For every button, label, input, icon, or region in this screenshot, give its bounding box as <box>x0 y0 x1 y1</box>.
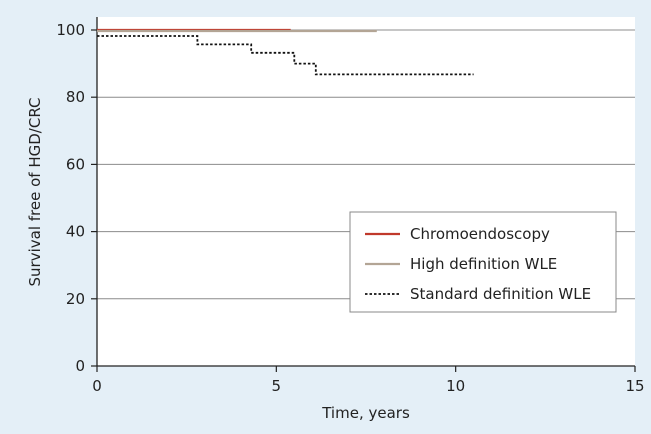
legend-box <box>349 211 617 313</box>
legend: Chromoendoscopy High definition WLE Standa… <box>349 211 617 313</box>
y-tick-label: 60 <box>66 155 85 173</box>
y-tick-label: 100 <box>56 21 85 39</box>
x-tick-label: 0 <box>92 377 102 395</box>
x-tick-label: 15 <box>625 377 644 395</box>
series-line-3 <box>97 35 474 76</box>
y-tick-label: 40 <box>66 223 85 241</box>
legend-label-2: High definition WLE <box>410 255 557 273</box>
legend-label-3: Standard definition WLE <box>410 285 591 303</box>
y-tick-label: 0 <box>75 357 85 375</box>
series-lines <box>97 28 474 76</box>
y-axis-label: Survival free of HGD/CRC <box>26 98 44 287</box>
x-tick-labels: 0 5 10 15 <box>92 366 645 395</box>
x-tick-label: 5 <box>272 377 282 395</box>
y-tick-label: 80 <box>66 88 85 106</box>
y-tick-label: 20 <box>66 290 85 308</box>
x-tick-label: 10 <box>446 377 465 395</box>
y-tick-labels: 0 20 40 60 80 100 <box>56 21 97 375</box>
plot-area <box>97 17 635 366</box>
axes <box>96 17 635 367</box>
legend-label-1: Chromoendoscopy <box>410 225 550 243</box>
x-axis-label: Time, years <box>321 404 410 422</box>
